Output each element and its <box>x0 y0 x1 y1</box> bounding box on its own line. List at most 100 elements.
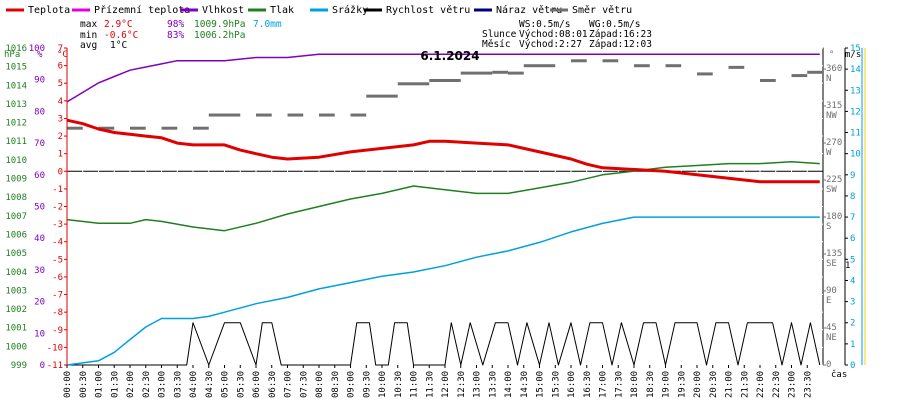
time-tick-label: 14:00 <box>504 371 514 398</box>
extra-right-label: 1 <box>845 261 850 271</box>
temperature-tick-label: -3 <box>52 220 63 230</box>
time-tick-label: 10:00 <box>378 371 388 398</box>
unit-temperature: °C <box>57 50 68 60</box>
info-moonrise: Východ:2:27 <box>519 39 582 50</box>
pressure-tick-label: 1002 <box>5 305 27 315</box>
time-tick-label: 18:30 <box>646 371 656 398</box>
direction-tick-label: 180 <box>826 212 842 222</box>
time-tick-label: 00:30 <box>79 371 89 398</box>
info-wg: WG:0.5m/s <box>589 19 640 30</box>
temperature-tick-label: 4 <box>58 97 63 107</box>
humidity-tick-label: 50 <box>34 203 45 213</box>
time-tick-label: 22:30 <box>772 371 782 398</box>
direction-compass-label: SE <box>826 259 837 269</box>
time-tick-label: 11:00 <box>410 371 420 398</box>
wind-tick-label: 4 <box>850 276 855 286</box>
temperature-tick-label: 0 <box>58 167 63 177</box>
direction-tick-label: 225 <box>826 175 842 185</box>
unit-time: čas <box>831 369 847 380</box>
direction-compass-label: N <box>826 74 831 84</box>
legend-label: Vlhkost <box>202 5 244 16</box>
direction-compass-label: NW <box>826 111 837 121</box>
pressure-tick-label: 1010 <box>5 156 27 166</box>
legend-label: Rychlost větru <box>386 4 470 16</box>
legend-label: Srážky <box>332 4 368 16</box>
time-tick-label: 08:00 <box>315 371 325 398</box>
time-tick-label: 07:00 <box>284 371 294 398</box>
unit-direction: ° <box>829 50 834 60</box>
pressure-tick-label: 1006 <box>5 230 27 240</box>
legend: Teplota Přízemní teplota Vlhkost Tlak Srážky… <box>6 4 632 16</box>
pressure-tick-label: 1008 <box>5 193 27 203</box>
humidity-tick-label: 100 <box>29 44 45 54</box>
pressure-tick-label: 999 <box>11 361 27 371</box>
humidity-tick-label: 20 <box>34 298 45 308</box>
temperature-tick-label: -7 <box>52 291 63 301</box>
temperature-tick-label: -4 <box>52 238 63 248</box>
direction-tick-label: 0 <box>826 360 831 370</box>
temperature-tick-label: 3 <box>58 114 63 124</box>
humidity-tick-label: 90 <box>34 76 45 86</box>
wind-tick-label: 2 <box>850 319 855 329</box>
time-tick-label: 03:30 <box>173 371 183 398</box>
time-tick-label: 16:30 <box>583 371 593 398</box>
info-moon-label: Měsíc <box>482 39 511 50</box>
wind-tick-label: 10 <box>850 150 861 160</box>
time-tick-label: 07:30 <box>299 371 309 398</box>
temperature-tick-label: -9 <box>52 326 63 336</box>
direction-compass-label: E <box>826 296 831 306</box>
humidity-tick-label: 0 <box>40 361 45 371</box>
wind-tick-label: 0 <box>850 361 855 371</box>
time-tick-label: 06:30 <box>268 371 278 398</box>
wind-tick-label: 15 <box>850 44 861 54</box>
info-ws: WS:0.5m/s <box>519 19 570 30</box>
direction-tick-label: 135 <box>826 249 842 259</box>
pressure-tick-label: 1011 <box>5 137 27 147</box>
temperature-line <box>66 118 820 184</box>
stats-block: max 2.9°C 98% 1009.9hPa 7.0mm min -0.6°C… <box>80 19 282 51</box>
wind-tick-label: 12 <box>850 107 861 117</box>
stat-max-label: max <box>80 19 97 30</box>
stat-min-press: 1006.2hPa <box>194 30 245 41</box>
series-layer <box>66 53 823 366</box>
stat-min-temp: -0.6°C <box>104 30 138 41</box>
temperature-tick-label: -2 <box>52 203 63 213</box>
pressure-tick-label: 1007 <box>5 212 27 222</box>
temperature-tick-label: 2 <box>58 132 63 142</box>
time-tick-label: 01:00 <box>95 371 105 398</box>
time-tick-label: 02:00 <box>126 371 136 398</box>
time-tick-label: 03:00 <box>158 371 168 398</box>
stat-max-hum: 98% <box>167 19 184 30</box>
time-tick-label: 06:00 <box>252 371 262 398</box>
time-tick-label: 22:00 <box>756 371 766 398</box>
info-sunrise: Východ:08:01 <box>519 29 588 40</box>
legend-label: Přízemní teplota <box>94 4 190 16</box>
wind-tick-label: 14 <box>850 65 861 75</box>
stat-min-label: min <box>80 30 97 41</box>
pressure-tick-label: 1001 <box>5 324 27 334</box>
stat-avg-temp: 1°C <box>110 40 127 51</box>
time-tick-label: 09:30 <box>362 371 372 398</box>
legend-label: Teplota <box>28 5 70 16</box>
time-tick-label: 05:00 <box>221 371 231 398</box>
pressure-tick-label: 1013 <box>5 100 27 110</box>
pressure-tick-label: 1009 <box>5 175 27 185</box>
pressure-line <box>66 160 820 232</box>
wind-tick-label: 11 <box>850 129 861 139</box>
wind-tick-label: 7 <box>850 213 855 223</box>
pressure-tick-label: 1005 <box>5 249 27 259</box>
time-tick-label: 00:00 <box>63 371 73 398</box>
direction-compass-label: W <box>826 148 832 158</box>
wind-tick-label: 5 <box>850 255 855 265</box>
temperature-tick-label: 7 <box>58 44 63 54</box>
time-tick-label: 19:30 <box>677 371 687 398</box>
temperature-tick-label: -10 <box>47 343 63 353</box>
chart-title: 6.1.2024 <box>420 49 479 63</box>
info-sun-label: Slunce <box>482 29 517 40</box>
stat-min-hum: 83% <box>167 30 184 41</box>
time-tick-label: 05:30 <box>236 371 246 398</box>
wind-tick-label: 8 <box>850 192 855 202</box>
humidity-line <box>66 53 820 103</box>
direction-compass-label: NE <box>826 333 837 343</box>
time-tick-label: 13:00 <box>473 371 483 398</box>
